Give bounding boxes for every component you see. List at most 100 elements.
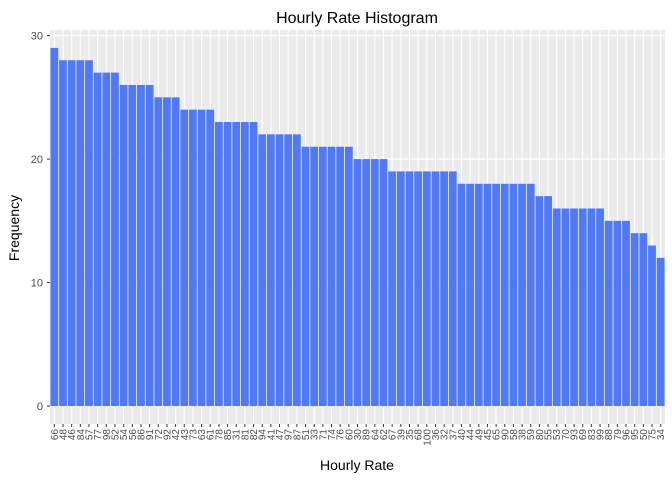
bar: [50, 47, 59, 407]
bar: [215, 122, 223, 407]
bar: [76, 60, 85, 407]
bar: [474, 183, 483, 407]
bar: [240, 122, 249, 407]
bar: [223, 122, 232, 407]
x-tick-label: 56: [128, 429, 139, 441]
x-tick-label: 67: [388, 429, 399, 441]
x-tick-label: 62: [379, 429, 390, 441]
x-tick-label: 41: [266, 429, 277, 441]
x-tick-label: 78: [214, 429, 225, 441]
bar: [648, 245, 656, 407]
x-tick-label: 84: [76, 429, 87, 441]
bar: [275, 134, 284, 407]
bar: [353, 159, 362, 407]
bar: [232, 122, 241, 407]
x-tick-label: 52: [110, 429, 121, 441]
x-tick-label: 93: [570, 429, 581, 441]
bar: [137, 84, 145, 407]
x-tick-label: 61: [206, 429, 217, 441]
bar: [630, 233, 639, 407]
bar: [102, 72, 111, 407]
x-tick-label: 98: [102, 429, 113, 441]
bar: [189, 109, 197, 407]
x-tick-label: 48: [58, 429, 69, 441]
x-tick-label: 54: [119, 429, 130, 441]
x-tick-label: 53: [552, 429, 563, 441]
x-tick-label: 65: [492, 429, 503, 441]
bar: [180, 109, 189, 407]
bar: [604, 220, 613, 407]
bar: [154, 97, 163, 407]
x-tick-label: 68: [414, 429, 425, 441]
y-axis-title: Frequency: [6, 195, 22, 261]
x-tick-label: 80: [535, 429, 546, 441]
bar: [639, 233, 648, 407]
x-tick-label: 71: [318, 429, 329, 441]
x-tick-label: 42: [171, 429, 182, 441]
x-tick-label: 81: [240, 429, 251, 441]
bar: [111, 72, 119, 407]
bar: [422, 171, 431, 407]
y-tick-label: 20: [31, 154, 43, 166]
bar: [197, 109, 206, 407]
x-tick-label: 96: [622, 429, 633, 441]
x-tick-label: 60: [344, 429, 355, 441]
x-tick-label: 38: [518, 429, 529, 441]
x-tick-label: 47: [275, 429, 286, 441]
bar: [249, 122, 258, 407]
bar: [544, 196, 552, 407]
x-tick-label: 74: [327, 429, 338, 441]
x-tick-label: 90: [500, 429, 511, 441]
x-tick-label: 58: [509, 429, 520, 441]
x-tick-label: 39: [396, 429, 407, 441]
bar: [596, 208, 604, 407]
bar: [457, 183, 466, 407]
bar: [431, 171, 440, 407]
bar: [284, 134, 293, 407]
bar: [336, 146, 345, 407]
x-tick-label: 95: [630, 429, 641, 441]
bar: [587, 208, 596, 407]
bar: [145, 84, 154, 407]
x-tick-label: 73: [188, 429, 199, 441]
x-tick-label: 32: [440, 429, 451, 441]
bar: [578, 208, 587, 407]
bar: [292, 134, 301, 407]
bar: [206, 109, 215, 407]
bar: [163, 97, 171, 407]
x-tick-label: 92: [162, 429, 173, 441]
bar: [266, 134, 275, 407]
x-tick-label: 57: [84, 429, 95, 441]
x-tick-label: 63: [197, 429, 208, 441]
x-tick-label: 50: [639, 429, 650, 441]
bar: [93, 72, 102, 407]
bar: [119, 84, 128, 407]
bar: [67, 60, 76, 407]
x-tick-label: 59: [526, 429, 537, 441]
bar: [552, 208, 561, 407]
bar: [466, 183, 475, 407]
bar: [405, 171, 414, 407]
bar: [570, 208, 578, 407]
bar: [171, 97, 180, 407]
x-tick-label: 89: [362, 429, 373, 441]
x-tick-label: 69: [578, 429, 589, 441]
bar: [561, 208, 570, 407]
x-tick-label: 99: [596, 429, 607, 441]
bar: [509, 183, 518, 407]
x-tick-label: 35: [405, 429, 416, 441]
bar: [526, 183, 535, 407]
x-tick-label: 75: [648, 429, 659, 441]
y-tick-label: 10: [31, 278, 43, 290]
x-tick-label: 100: [422, 429, 433, 446]
bar: [483, 183, 492, 407]
y-tick-label: 30: [31, 31, 43, 43]
x-tick-label: 51: [301, 429, 312, 441]
x-tick-label: 30: [353, 429, 364, 441]
bar: [301, 146, 310, 407]
bar: [414, 171, 423, 407]
bar: [370, 159, 379, 407]
bar: [128, 84, 137, 407]
x-tick-label: 55: [544, 429, 555, 441]
